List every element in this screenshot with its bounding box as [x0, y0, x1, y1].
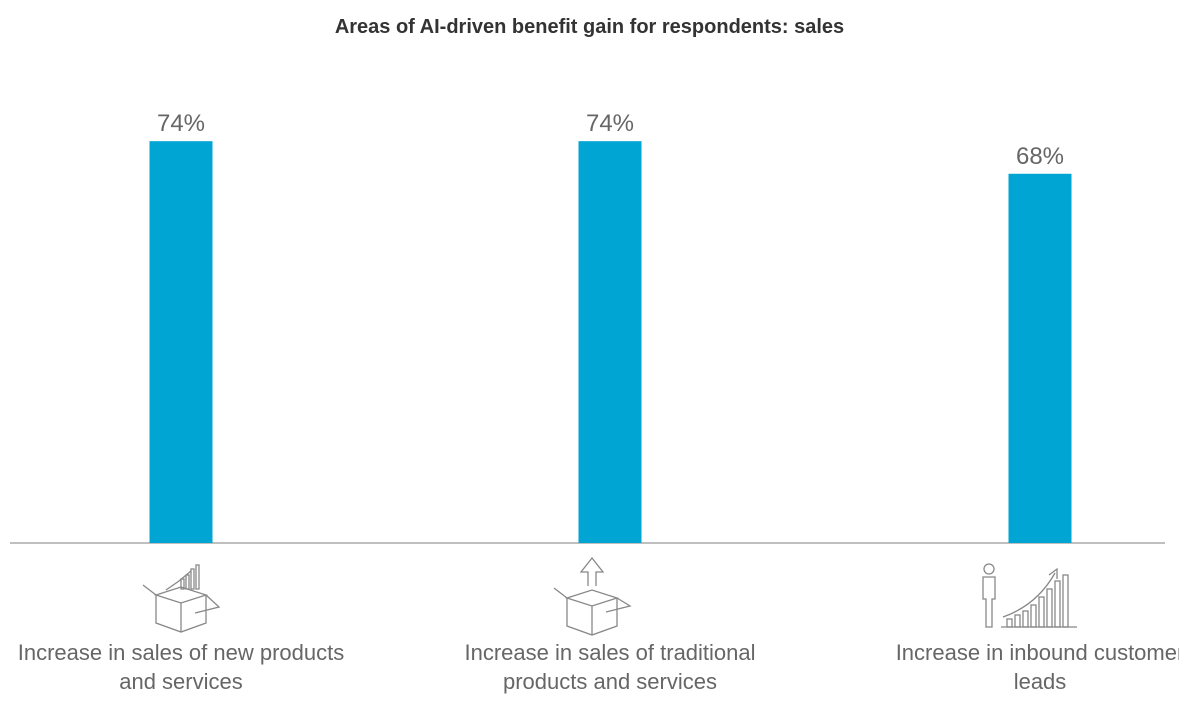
value-label: 74%	[586, 110, 634, 137]
category-label: Increase in inbound customer leads	[895, 640, 1179, 694]
icon-new-products	[142, 564, 221, 633]
icon-traditional-products	[553, 556, 632, 636]
icon-customer-leads	[982, 563, 1077, 628]
category-label: Increase in sales of new products and se…	[17, 640, 345, 694]
value-label: 74%	[157, 110, 205, 137]
value-label: 68%	[1016, 143, 1064, 170]
chart-title: Areas of AI-driven benefit gain for resp…	[334, 16, 845, 38]
category-label: Increase in sales of traditional product…	[464, 640, 756, 694]
bar	[149, 141, 213, 543]
bar	[578, 141, 642, 543]
bar	[1008, 173, 1072, 543]
